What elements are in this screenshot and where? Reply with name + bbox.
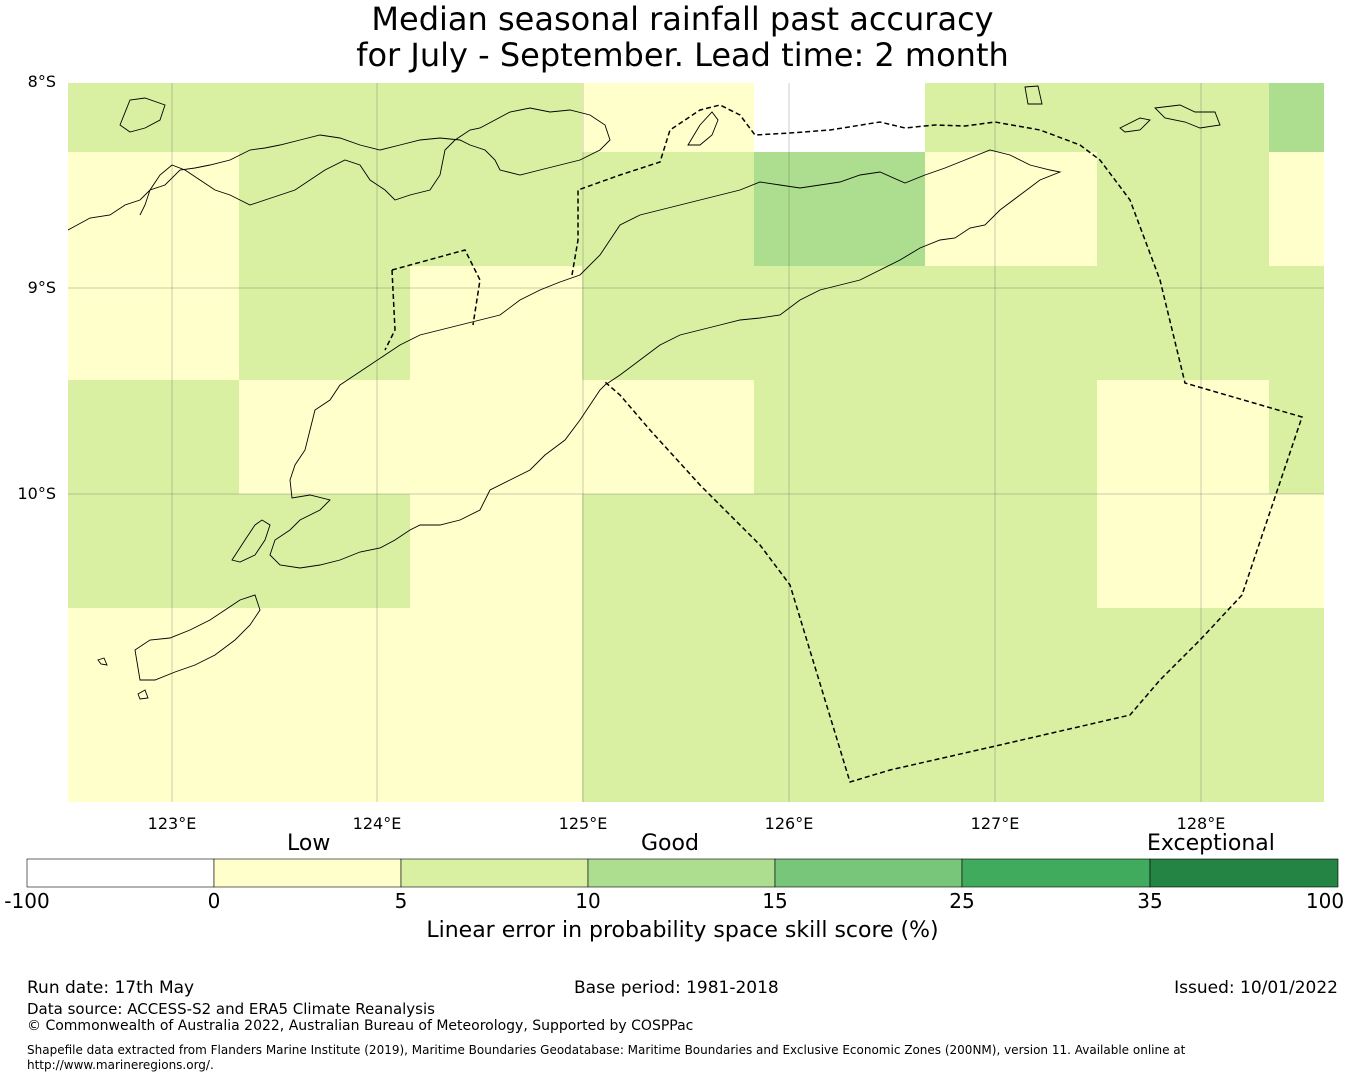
colorbar-segment <box>400 858 589 888</box>
colorbar-segment <box>587 858 776 888</box>
skill-grid <box>68 83 1324 802</box>
skill-cell <box>239 266 410 380</box>
colorbar-tick: 0 <box>207 889 221 913</box>
lon-label-124e: 124°E <box>352 814 402 833</box>
lat-label-8s: 8°S <box>27 72 56 91</box>
skill-cell <box>1097 494 1324 608</box>
small-island-4 <box>137 689 149 700</box>
lon-label-127e: 127°E <box>970 814 1020 833</box>
colorbar-segment <box>26 858 215 888</box>
skill-cell <box>925 83 1269 152</box>
skill-cell <box>1097 152 1269 266</box>
skill-cell <box>68 608 582 802</box>
category-low: Low <box>287 831 331 856</box>
base-period: Base period: 1981-2018 <box>574 978 779 998</box>
skill-cell <box>582 494 1097 608</box>
small-island-3 <box>97 657 108 666</box>
skill-cell <box>239 152 754 266</box>
skill-cell <box>1269 152 1324 266</box>
colorbar-tick: 35 <box>1137 889 1163 913</box>
sawu-island <box>134 594 261 681</box>
coastlines <box>67 85 1221 700</box>
skill-cell <box>68 266 239 380</box>
lat-label-10s: 10°S <box>17 484 56 503</box>
skill-cell <box>68 494 410 608</box>
colorbar-tick: 100 <box>1305 889 1345 913</box>
wetar-island-outline <box>1119 117 1151 133</box>
skill-cell <box>754 152 925 266</box>
colorbar-tick: 15 <box>762 889 788 913</box>
shapefile-credit: Shapefile data extracted from Flanders M… <box>27 1043 1186 1057</box>
colorbar-tick: 5 <box>394 889 408 913</box>
skill-cell <box>582 83 754 152</box>
atauro-island <box>687 111 719 146</box>
lon-label-125e: 125°E <box>558 814 608 833</box>
lat-label-9s: 9°S <box>27 278 56 297</box>
colorbar-segment <box>213 858 402 888</box>
timor-south-coast <box>269 149 1062 569</box>
skill-cell <box>1269 380 1324 494</box>
skill-cell <box>68 380 239 494</box>
colorbar-segment <box>774 858 963 888</box>
colorbar-label: Linear error in probability space skill … <box>426 918 939 943</box>
run-date: Run date: 17th May <box>27 978 195 998</box>
colorbar-tick: 25 <box>949 889 975 913</box>
skill-cell <box>68 152 239 266</box>
eez-boundary <box>384 104 1303 783</box>
skill-cell <box>754 83 925 152</box>
skill-cell <box>582 266 1324 380</box>
skill-cell <box>582 608 1324 802</box>
copyright: © Commonwealth of Australia 2022, Austra… <box>27 1018 694 1034</box>
shapefile-url: http://www.marineregions.org/. <box>27 1058 214 1072</box>
skill-cell <box>1269 83 1324 152</box>
colorbar-tick: 10 <box>575 889 601 913</box>
category-good: Good <box>641 831 699 856</box>
category-exceptional: Exceptional <box>1147 831 1275 856</box>
map-title-line-2: for July - September. Lead time: 2 month <box>356 36 1009 74</box>
colorbar-tick: -100 <box>4 889 50 913</box>
rote-island <box>231 519 271 563</box>
timor-coastline <box>67 107 611 231</box>
skill-cell <box>925 152 1097 266</box>
alor-outline <box>119 97 166 133</box>
data-source: Data source: ACCESS-S2 and ERA5 Climate … <box>27 1000 435 1018</box>
issued-date: Issued: 10/01/2022 <box>1174 978 1338 998</box>
colorbar-segment <box>1149 858 1339 888</box>
lon-label-123e: 123°E <box>147 814 197 833</box>
lon-label-126e: 126°E <box>764 814 814 833</box>
skill-cell <box>410 494 582 608</box>
skill-cell <box>754 380 1097 494</box>
colorbar-segment <box>961 858 1151 888</box>
skill-cell <box>239 380 754 494</box>
graticule <box>68 83 1324 802</box>
lon-label-128e: 128°E <box>1176 814 1226 833</box>
small-island-1 <box>1154 104 1221 129</box>
skill-cell <box>68 83 582 152</box>
small-island-2 <box>1024 85 1043 105</box>
map-title-line-1: Median seasonal rainfall past accuracy <box>371 0 994 38</box>
